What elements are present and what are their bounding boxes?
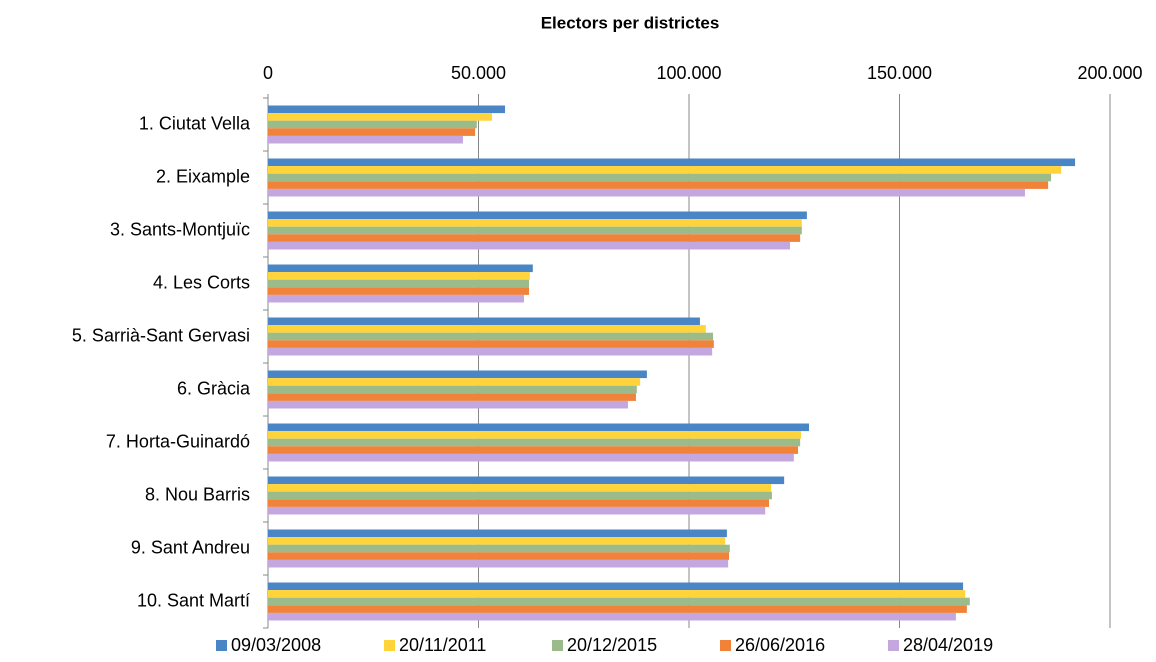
y-tick-label: 6. Gràcia [177,378,251,398]
bar [268,158,1076,167]
bar [268,135,463,144]
bar [268,506,766,515]
bar [268,491,772,500]
x-tick-label: 150.000 [867,63,932,83]
bar [268,370,647,379]
bar [268,219,802,227]
bar [268,484,772,492]
bar [268,446,799,454]
bar [268,453,794,462]
bar [268,279,530,288]
bar [268,431,801,439]
bar [268,476,785,485]
bar [268,128,476,136]
bar [268,332,713,341]
y-tick-label: 5. Sarrià-Sant Gervasi [72,325,250,345]
bar [268,340,714,348]
bar [268,400,628,409]
legend-label: 26/06/2016 [735,635,825,655]
y-tick-label: 3. Sants-Montjuïc [110,219,250,239]
bar [268,378,641,386]
y-tick-label: 8. Nou Barris [145,484,250,504]
legend-swatch [888,640,899,651]
bar [268,438,801,447]
bar [268,317,700,326]
legend-label: 28/04/2019 [903,635,993,655]
bar [268,544,730,553]
bar [268,423,809,432]
x-tick-label: 50.000 [451,63,506,83]
legend-swatch [720,640,731,651]
bar [268,272,530,280]
bar [268,499,769,507]
x-tick-label: 0 [263,63,273,83]
bar [268,226,802,235]
bar [268,325,706,333]
bar [268,120,477,129]
bar [268,605,967,613]
bar [268,612,956,621]
bar [268,559,729,568]
bar [268,287,530,295]
legend-swatch [552,640,563,651]
bar [268,173,1052,182]
bar [268,552,729,560]
y-tick-label: 9. Sant Andreu [131,537,250,557]
legend-label: 20/12/2015 [567,635,657,655]
bar [268,211,807,220]
bar [268,597,970,606]
bar [268,529,727,538]
y-tick-label: 7. Horta-Guinardó [106,431,250,451]
bar [268,582,964,591]
chart-title: Electors per districtes [541,13,720,32]
x-tick-label: 100.000 [656,63,721,83]
y-tick-label: 10. Sant Martí [137,590,250,610]
y-tick-label: 1. Ciutat Vella [139,113,251,133]
bar [268,294,524,303]
bar [268,234,801,242]
bar [268,347,713,356]
bar [268,113,492,121]
bar [268,241,791,250]
legend-swatch [216,640,227,651]
bar [268,166,1062,174]
legend-swatch [384,640,395,651]
bar [268,590,966,598]
bar [268,188,1025,197]
legend-label: 09/03/2008 [231,635,321,655]
y-tick-label: 4. Les Corts [153,272,250,292]
bar [268,537,726,545]
bar [268,105,506,114]
legend-label: 20/11/2011 [399,635,486,655]
x-tick-label: 200.000 [1077,63,1142,83]
bar [268,393,636,401]
bar [268,264,533,273]
y-tick-label: 2. Eixample [156,166,250,186]
bar [268,181,1049,189]
bar [268,385,637,394]
